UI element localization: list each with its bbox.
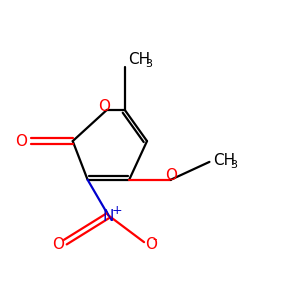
Text: 3: 3 [146,59,152,69]
Text: 3: 3 [230,160,237,170]
Text: O: O [145,237,157,252]
Text: N: N [103,209,114,224]
Text: -: - [152,233,157,246]
Text: +: + [111,204,122,218]
Text: O: O [165,168,177,183]
Text: CH: CH [213,153,235,168]
Text: O: O [98,99,110,114]
Text: CH: CH [128,52,150,67]
Text: O: O [16,134,28,148]
Text: O: O [52,237,64,252]
